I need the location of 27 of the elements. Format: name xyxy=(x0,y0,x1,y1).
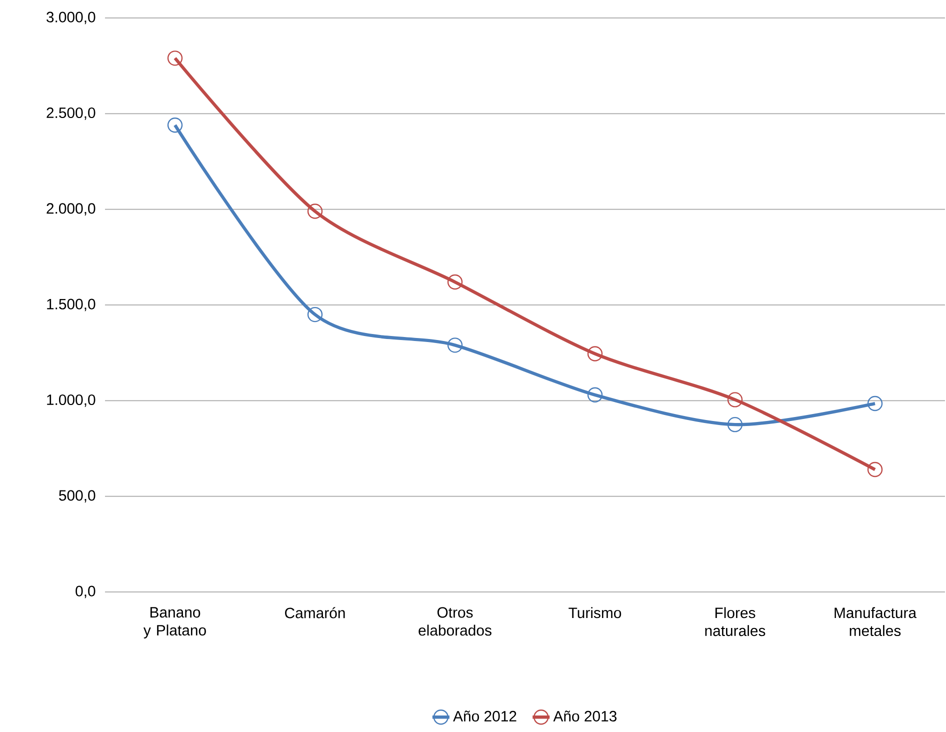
x-tick-label: Camarón xyxy=(285,607,345,618)
point xyxy=(167,118,183,133)
point xyxy=(727,416,743,432)
point xyxy=(307,306,323,322)
point xyxy=(727,392,743,408)
x-tick-label: Manufactura metales xyxy=(834,607,917,636)
point xyxy=(447,274,463,290)
legend-label: Año 2013 xyxy=(553,710,617,722)
x-tick-label: Otros elaborados xyxy=(418,607,492,636)
y-tick-label: 2.000,0 xyxy=(46,203,96,216)
y-tick-label: 1.000,0 xyxy=(47,394,96,407)
point xyxy=(867,462,883,478)
y-tick-label: 2.500,0 xyxy=(46,107,96,120)
legend-label: Año 2012 xyxy=(453,710,516,722)
y-tick-label: 3.000,0 xyxy=(46,12,96,24)
point xyxy=(167,50,183,66)
point xyxy=(587,346,603,362)
y-tick-label: 1.500,0 xyxy=(47,298,96,312)
x-tick-label: Banano y Platano xyxy=(143,607,206,638)
point xyxy=(307,204,323,219)
point xyxy=(447,338,463,353)
y-tick-label: 0,0 xyxy=(76,586,96,598)
point xyxy=(867,396,883,412)
x-tick-label: Flores naturales xyxy=(705,607,766,636)
x-tick-label: Turismo xyxy=(568,607,622,618)
y-tick-label: 500,0 xyxy=(59,490,96,502)
point xyxy=(587,387,603,403)
